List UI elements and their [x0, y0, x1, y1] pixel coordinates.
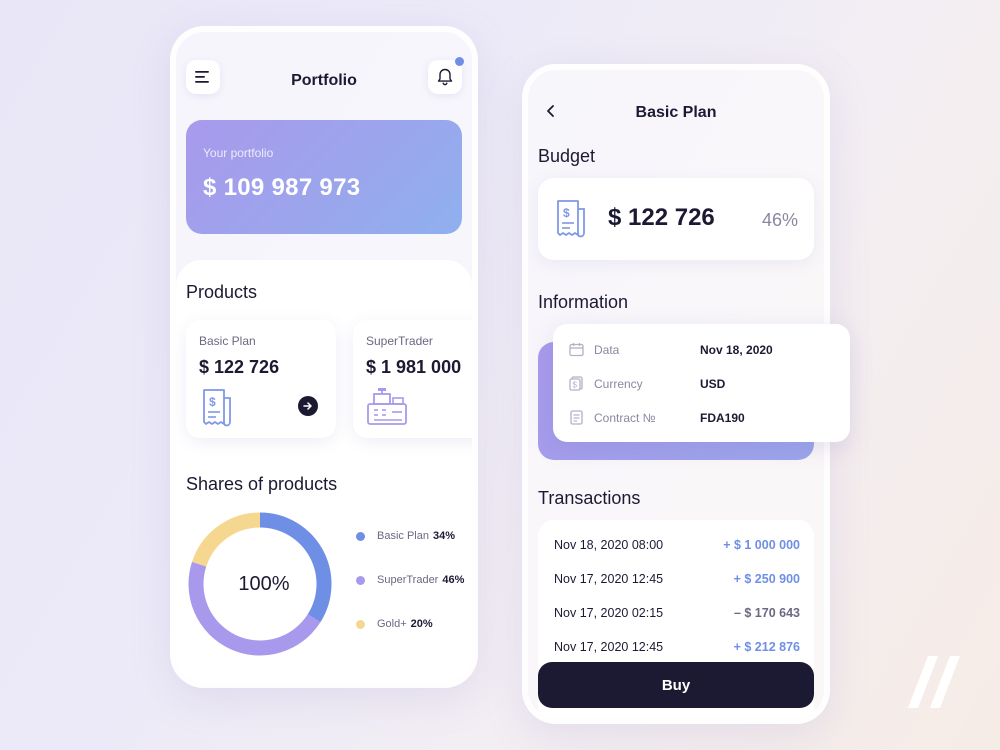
transaction-date: Nov 17, 2020 02:15 — [554, 606, 664, 620]
transaction-amount: – $ 170 643 — [733, 606, 800, 620]
chevron-left-icon — [547, 105, 554, 117]
info-key: Currency — [594, 376, 643, 391]
product-value: $ 1 981 000 — [366, 357, 462, 377]
page-title: Basic Plan — [635, 104, 717, 121]
transaction-amount: + $ 250 900 — [733, 572, 800, 586]
info-row-currency: $ Currency USD — [569, 376, 725, 391]
bell-icon — [437, 68, 453, 86]
donut-segment-supertrader — [188, 561, 321, 656]
transaction-row[interactable]: Nov 18, 2020 08:00 + $ 1 000 000 — [554, 538, 800, 552]
budget-value: $ 122 726 — [608, 204, 715, 231]
legend-dot — [356, 575, 365, 585]
product-card-supertrader[interactable]: SuperTrader $ 1 981 000 — [353, 320, 472, 438]
info-key: Contract № — [594, 410, 656, 425]
cash-register-icon — [367, 388, 407, 425]
page-title: Portfolio — [291, 72, 357, 89]
product-name: Basic Plan — [199, 334, 256, 348]
donut-segment-basic-plan — [259, 512, 332, 623]
portfolio-card[interactable]: Your portfolio $ 109 987 973 — [186, 120, 462, 234]
transaction-amount: + $ 212 876 — [733, 640, 800, 654]
currency-icon: $ — [569, 376, 583, 391]
buy-button[interactable]: Buy — [538, 662, 814, 708]
receipt-icon: $ — [203, 389, 231, 427]
transaction-row[interactable]: Nov 17, 2020 12:45 + $ 212 876 — [554, 640, 800, 654]
shares-heading: Shares of products — [186, 474, 338, 494]
calendar-icon — [569, 343, 584, 357]
legend-item-supertrader: SuperTrader 46% — [356, 574, 464, 586]
info-value: FDA190 — [700, 410, 745, 425]
transaction-date: Nov 17, 2020 12:45 — [554, 640, 664, 654]
portfolio-value: $ 109 987 973 — [203, 174, 361, 201]
portfolio-label: Your portfolio — [203, 146, 274, 160]
svg-text:$: $ — [209, 395, 216, 409]
product-value: $ 122 726 — [199, 357, 280, 377]
budget-card: $ $ 122 726 46% — [538, 178, 814, 260]
info-row-contract: Contract № FDA190 — [569, 410, 745, 425]
svg-text:$: $ — [563, 206, 570, 220]
notification-badge — [455, 57, 464, 66]
budget-heading: Budget — [538, 146, 596, 166]
back-button[interactable] — [546, 104, 556, 123]
menu-icon — [195, 71, 209, 83]
transactions-heading: Transactions — [538, 488, 641, 508]
open-product-button[interactable] — [298, 396, 318, 416]
portfolio-screen: Portfolio Your portfolio $ 109 987 973 P… — [170, 26, 478, 688]
svg-text:$: $ — [573, 381, 578, 390]
legend-pct: 34% — [432, 530, 456, 542]
products-heading: Products — [186, 282, 258, 302]
product-name: SuperTrader — [366, 334, 433, 348]
donut-center-label: 100% — [238, 572, 290, 595]
information-heading: Information — [538, 292, 629, 312]
legend-pct: 46% — [442, 574, 465, 586]
legend-name: Basic Plan — [377, 530, 429, 542]
product-card-basic-plan[interactable]: Basic Plan $ 122 726 $ — [186, 320, 336, 438]
shares-donut-chart — [188, 512, 332, 656]
budget-percent: 46% — [761, 210, 798, 230]
legend-item-gold-plus: Gold+ 20% — [356, 618, 433, 630]
transaction-row[interactable]: Nov 17, 2020 02:15 – $ 170 643 — [554, 606, 800, 620]
transaction-amount: + $ 1 000 000 — [723, 538, 800, 552]
arrow-right-icon — [303, 402, 312, 410]
transaction-row[interactable]: Nov 17, 2020 12:45 + $ 250 900 — [554, 572, 800, 586]
info-key: Data — [594, 342, 620, 357]
legend-dot — [356, 531, 365, 541]
legend-name: SuperTrader — [377, 574, 439, 586]
legend-name: Gold+ — [377, 618, 407, 630]
info-value: USD — [700, 376, 726, 391]
menu-button[interactable] — [186, 60, 220, 94]
legend-dot — [356, 619, 365, 629]
document-icon — [570, 410, 583, 425]
notifications-button[interactable] — [428, 60, 462, 94]
info-row-data: Data Nov 18, 2020 — [569, 342, 773, 357]
products-sheet: Products Basic Plan $ 122 726 $ SuperTra… — [176, 260, 472, 682]
donut-segment-gold- — [192, 512, 261, 567]
info-value: Nov 18, 2020 — [700, 342, 773, 357]
receipt-icon: $ — [557, 200, 585, 238]
brand-logo — [908, 656, 960, 708]
transaction-date: Nov 18, 2020 08:00 — [554, 538, 664, 552]
transaction-date: Nov 17, 2020 12:45 — [554, 572, 664, 586]
legend-pct: 20% — [410, 618, 433, 630]
information-card: Data Nov 18, 2020 $ Currency USD Contrac… — [553, 324, 850, 442]
legend-item-basic-plan: Basic Plan 34% — [356, 530, 455, 542]
